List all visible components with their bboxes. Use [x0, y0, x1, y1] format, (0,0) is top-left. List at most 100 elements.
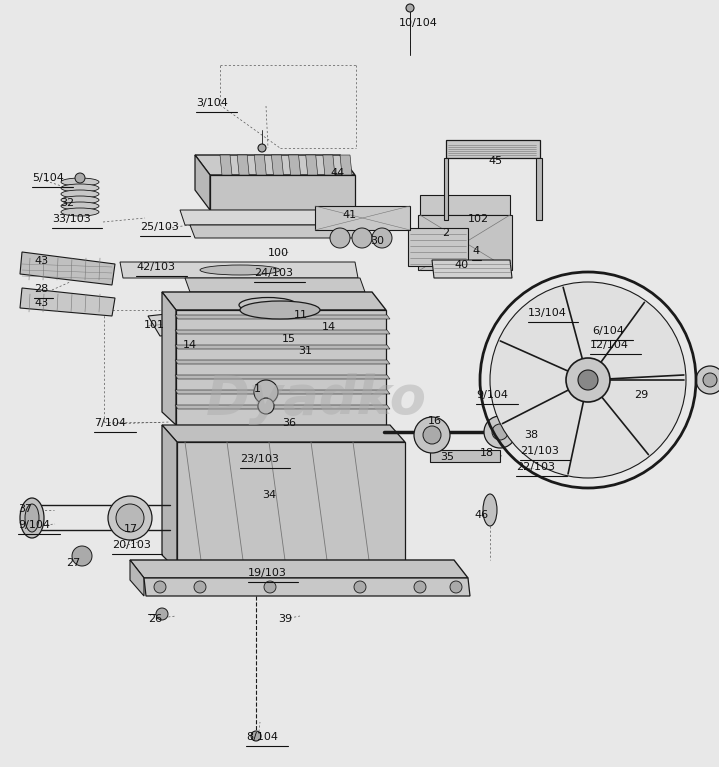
Polygon shape	[255, 155, 266, 175]
Text: 43: 43	[34, 256, 48, 266]
Polygon shape	[120, 262, 358, 278]
Circle shape	[490, 282, 686, 478]
Circle shape	[492, 424, 508, 440]
Circle shape	[414, 581, 426, 593]
Text: 6/104: 6/104	[592, 326, 624, 336]
Text: 30: 30	[370, 236, 384, 246]
Ellipse shape	[61, 178, 99, 186]
Text: 4: 4	[472, 246, 479, 256]
Polygon shape	[175, 375, 390, 379]
Polygon shape	[162, 425, 177, 570]
Polygon shape	[195, 155, 210, 210]
Text: 9/104: 9/104	[476, 390, 508, 400]
Ellipse shape	[200, 265, 280, 275]
Text: 24/103: 24/103	[254, 268, 293, 278]
Polygon shape	[536, 158, 542, 220]
Circle shape	[72, 546, 92, 566]
Text: 16: 16	[428, 416, 442, 426]
Polygon shape	[220, 155, 232, 175]
Circle shape	[703, 373, 717, 387]
Circle shape	[116, 504, 144, 532]
Text: 43: 43	[34, 298, 48, 308]
Text: 38: 38	[524, 430, 538, 440]
Text: 9/104: 9/104	[18, 520, 50, 530]
Polygon shape	[162, 292, 386, 310]
Polygon shape	[272, 155, 283, 175]
Polygon shape	[444, 158, 448, 220]
Circle shape	[254, 380, 278, 404]
Text: 31: 31	[298, 346, 312, 356]
Text: 14: 14	[183, 340, 197, 350]
Text: 10/104: 10/104	[399, 18, 438, 28]
Polygon shape	[175, 360, 390, 364]
Circle shape	[372, 228, 392, 248]
Ellipse shape	[25, 504, 39, 532]
Polygon shape	[176, 310, 386, 425]
Circle shape	[414, 417, 450, 453]
Text: 17: 17	[124, 524, 138, 534]
Polygon shape	[175, 315, 390, 319]
Ellipse shape	[20, 498, 44, 538]
Text: 13/104: 13/104	[528, 308, 567, 318]
Text: 14: 14	[322, 322, 336, 332]
Text: 11: 11	[294, 310, 308, 320]
Text: 7/104: 7/104	[94, 418, 126, 428]
Circle shape	[566, 358, 610, 402]
Ellipse shape	[240, 301, 320, 319]
Text: 37: 37	[18, 504, 32, 514]
Polygon shape	[408, 228, 468, 266]
Ellipse shape	[61, 196, 99, 204]
Polygon shape	[175, 405, 390, 409]
Text: 20/103: 20/103	[112, 540, 151, 550]
Polygon shape	[20, 288, 115, 316]
Circle shape	[352, 228, 372, 248]
Polygon shape	[340, 155, 352, 175]
Text: 46: 46	[474, 510, 488, 520]
Text: 5/104: 5/104	[32, 173, 64, 183]
Text: 41: 41	[342, 210, 356, 220]
Text: 32: 32	[60, 198, 74, 208]
Circle shape	[330, 228, 350, 248]
Text: 25/103: 25/103	[140, 222, 179, 232]
Polygon shape	[180, 210, 360, 225]
Ellipse shape	[61, 184, 99, 192]
Circle shape	[194, 581, 206, 593]
Ellipse shape	[61, 190, 99, 198]
Polygon shape	[162, 425, 405, 442]
Polygon shape	[430, 450, 500, 462]
Circle shape	[156, 608, 168, 620]
Text: 3/104: 3/104	[196, 98, 228, 108]
Circle shape	[251, 731, 261, 741]
Text: 27: 27	[66, 558, 81, 568]
Ellipse shape	[61, 208, 99, 216]
Polygon shape	[315, 206, 410, 230]
Circle shape	[696, 366, 719, 394]
Circle shape	[423, 426, 441, 444]
Polygon shape	[306, 155, 318, 175]
Polygon shape	[254, 340, 278, 390]
Polygon shape	[130, 560, 468, 578]
Polygon shape	[148, 300, 308, 336]
Circle shape	[264, 581, 276, 593]
Circle shape	[450, 581, 462, 593]
Circle shape	[354, 581, 366, 593]
Circle shape	[154, 581, 166, 593]
Text: 21/103: 21/103	[520, 446, 559, 456]
Ellipse shape	[61, 202, 99, 210]
Polygon shape	[210, 175, 355, 210]
Text: 34: 34	[262, 490, 276, 500]
Text: 18: 18	[480, 448, 494, 458]
Text: Dyadko: Dyadko	[206, 373, 427, 425]
Polygon shape	[288, 155, 301, 175]
Polygon shape	[162, 292, 176, 425]
Polygon shape	[446, 140, 540, 158]
Text: 40: 40	[454, 260, 468, 270]
Text: 29: 29	[634, 390, 649, 400]
Ellipse shape	[483, 494, 497, 526]
Polygon shape	[190, 225, 360, 238]
Polygon shape	[177, 442, 405, 575]
Text: 2: 2	[442, 228, 449, 238]
Text: 15: 15	[282, 334, 296, 344]
Ellipse shape	[239, 298, 297, 312]
Text: 44: 44	[330, 168, 344, 178]
